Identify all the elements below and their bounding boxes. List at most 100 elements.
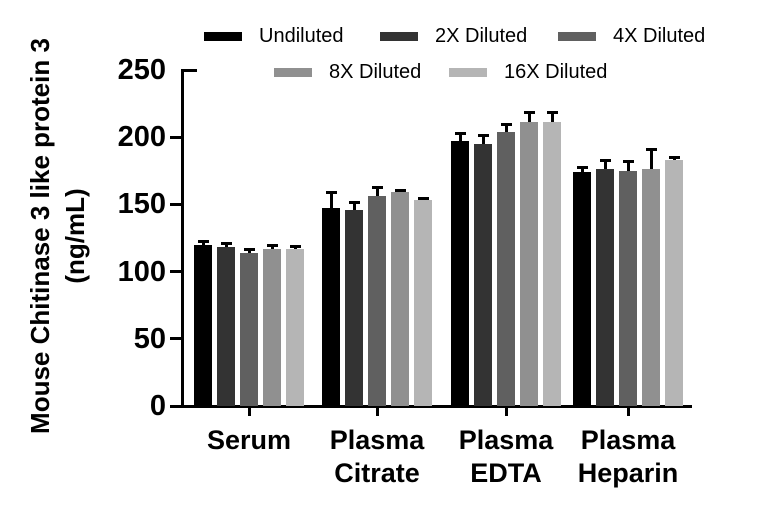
y-axis-line — [181, 70, 184, 407]
error-bar-cap — [546, 110, 558, 114]
error-bar-line — [580, 166, 584, 173]
x-axis-line — [179, 405, 692, 408]
error-bar-cap — [477, 133, 489, 137]
legend-swatch-undiluted — [204, 31, 242, 41]
error-bar-line — [504, 123, 508, 132]
error-bar-line — [626, 161, 630, 171]
bar-undiluted — [194, 244, 212, 406]
error-bar-line — [201, 240, 205, 245]
legend-label-4x-diluted: 4X Diluted — [613, 24, 706, 47]
error-bar-cap — [645, 148, 657, 152]
bar-2x-diluted — [217, 247, 235, 406]
error-bar-line — [247, 248, 251, 253]
legend-label-2x-diluted: 2X Diluted — [435, 24, 528, 47]
bar-16x-diluted — [414, 200, 432, 406]
y-tick-label: 150 — [117, 188, 166, 221]
x-tick — [247, 407, 251, 416]
x-category-label: Plasma Citrate — [302, 424, 452, 490]
bar-2x-diluted — [474, 143, 492, 406]
x-tick — [626, 407, 630, 416]
error-bar-cap — [622, 160, 634, 164]
error-bar-line — [527, 111, 531, 123]
y-axis-top-tick — [181, 69, 197, 72]
error-bar-line — [329, 192, 333, 209]
error-bar-line — [550, 111, 554, 123]
error-bar-line — [352, 201, 356, 210]
legend-swatch-4x-diluted — [558, 31, 596, 41]
error-bar-cap — [348, 200, 360, 204]
error-bar-cap — [266, 243, 278, 247]
x-tick — [375, 407, 379, 416]
error-bar-cap — [197, 239, 209, 243]
error-bar-cap — [289, 245, 301, 249]
legend-label-16x-diluted: 16X Diluted — [504, 60, 608, 83]
bar-16x-diluted — [543, 122, 561, 406]
y-tick — [170, 135, 181, 139]
x-category-label-line: Plasma — [580, 425, 676, 455]
y-tick-label: 250 — [117, 54, 166, 86]
legend-swatch-2x-diluted — [380, 31, 418, 41]
bar-4x-diluted — [619, 170, 637, 406]
bar-16x-diluted — [665, 160, 683, 406]
legend-swatch-8x-diluted — [274, 67, 312, 77]
error-bar-cap — [220, 242, 232, 246]
y-tick — [170, 270, 181, 274]
error-bar-cap — [454, 132, 466, 136]
bar-2x-diluted — [596, 169, 614, 406]
bar-2x-diluted — [345, 209, 363, 406]
legend-item-2x-diluted: 2X Diluted — [380, 24, 527, 48]
y-axis-title-line-2: (ng/mL) — [60, 188, 90, 284]
error-bar-line — [603, 160, 607, 170]
error-bar-cap — [417, 196, 429, 200]
bar-8x-diluted — [642, 169, 660, 406]
bar-4x-diluted — [497, 131, 515, 406]
error-bar-cap — [371, 185, 383, 189]
x-category-label-line: Plasma — [458, 425, 554, 455]
x-category-label-line: Citrate — [334, 458, 420, 488]
y-axis-title: Mouse Chitinase 3 like protein 3 (ng/mL) — [23, 6, 93, 466]
error-bar-cap — [500, 122, 512, 126]
y-axis-title-line-1: Mouse Chitinase 3 like protein 3 — [25, 38, 55, 434]
error-bar-line — [481, 134, 485, 144]
x-category-label-line: Heparin — [577, 458, 679, 488]
error-bar-cap — [325, 191, 337, 195]
legend-item-16x-diluted: 16X Diluted — [449, 60, 607, 84]
error-bar-cap — [668, 156, 680, 160]
x-category-label-line: EDTA — [470, 458, 542, 488]
error-bar-cap — [599, 159, 611, 163]
bar-4x-diluted — [368, 196, 386, 406]
x-category-label: Plasma EDTA — [431, 424, 581, 490]
legend-item-4x-diluted: 4X Diluted — [558, 24, 705, 48]
error-bar-cap — [523, 110, 535, 114]
bar-undiluted — [451, 141, 469, 406]
x-category-label-line: Plasma — [329, 425, 425, 455]
y-tick-label: 0 — [149, 390, 166, 422]
bar-undiluted — [573, 172, 591, 406]
y-tick — [170, 404, 181, 408]
legend-label-undiluted: Undiluted — [259, 24, 344, 47]
y-tick-label: 200 — [117, 121, 166, 154]
y-tick-label: 50 — [133, 322, 166, 355]
bar-8x-diluted — [520, 122, 538, 406]
x-tick — [504, 407, 508, 416]
error-bar-cap — [394, 188, 406, 192]
error-bar-cap — [243, 247, 255, 251]
bar-4x-diluted — [240, 252, 258, 406]
error-bar-line — [458, 133, 462, 142]
y-tick — [170, 202, 181, 206]
error-bar-line — [270, 244, 274, 249]
bar-8x-diluted — [391, 192, 409, 406]
x-category-label: Plasma Heparin — [553, 424, 703, 490]
x-category-label: Serum — [174, 424, 324, 457]
y-tick — [170, 337, 181, 341]
y-tick-label: 100 — [117, 255, 166, 288]
legend-label-8x-diluted: 8X Diluted — [329, 60, 422, 83]
legend-item-8x-diluted: 8X Diluted — [274, 60, 421, 84]
bar-8x-diluted — [263, 248, 281, 406]
bar-16x-diluted — [286, 248, 304, 406]
error-bar-line — [375, 186, 379, 197]
legend-swatch-16x-diluted — [449, 67, 487, 77]
legend-item-undiluted: Undiluted — [204, 24, 344, 48]
bar-undiluted — [322, 208, 340, 406]
